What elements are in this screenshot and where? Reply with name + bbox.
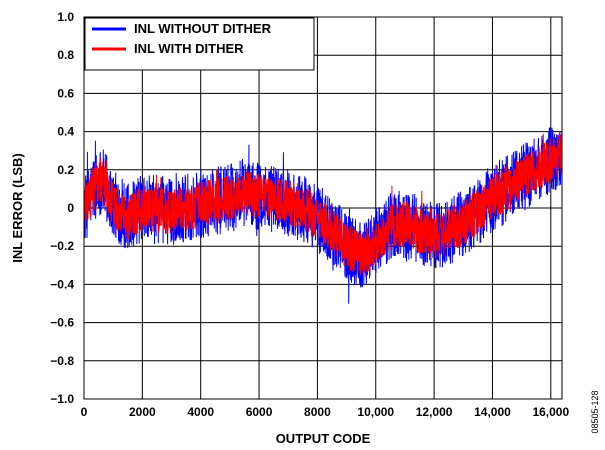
y-tick-label: 0.8 xyxy=(57,48,74,62)
x-tick-label: 12,000 xyxy=(416,405,453,419)
x-tick-label: 16,000 xyxy=(532,405,569,419)
x-axis-ticks: 0 2000 4000 6000 8000 10,000 12,000 14,000 16,00… xyxy=(81,405,570,419)
x-tick-label: 6000 xyxy=(246,405,273,419)
x-tick-label: 14,000 xyxy=(474,405,511,419)
plot-frame xyxy=(83,16,563,400)
series-line-with-dither xyxy=(83,131,563,277)
y-axis-title: INL ERROR (LSB) xyxy=(10,153,25,263)
y-tick-label: −0.8 xyxy=(50,354,74,368)
series-layer xyxy=(83,127,563,304)
legend-label-without-dither: INL WITHOUT DITHER xyxy=(134,21,272,36)
legend-label-with-dither: INL WITH DITHER xyxy=(134,41,244,56)
x-tick-label: 4000 xyxy=(187,405,214,419)
y-tick-label: 0.4 xyxy=(57,125,74,139)
y-tick-label: −0.6 xyxy=(50,316,74,330)
legend-box xyxy=(84,17,315,71)
y-tick-label: −0.4 xyxy=(50,277,74,291)
y-tick-label: −0.2 xyxy=(50,239,74,253)
figure-id: 08505-128 xyxy=(590,390,600,433)
x-tick-label: 8000 xyxy=(304,405,331,419)
legend: INL WITHOUT DITHER INL WITH DITHER xyxy=(84,17,315,71)
y-tick-label: 0.2 xyxy=(57,163,74,177)
x-tick-label: 0 xyxy=(81,405,88,419)
y-tick-label: 0 xyxy=(67,201,74,215)
y-axis-ticks: −1.0 −0.8 −0.6 −0.4 −0.2 0 0.2 0.4 0.6 0.8 1.0 xyxy=(50,10,74,406)
x-tick-label: 2000 xyxy=(129,405,156,419)
y-tick-label: 0.6 xyxy=(57,86,74,100)
y-tick-label: −1.0 xyxy=(50,392,74,406)
x-tick-label: 10,000 xyxy=(357,405,394,419)
x-axis-title: OUTPUT CODE xyxy=(276,431,371,446)
plot-area xyxy=(83,127,563,304)
y-tick-label: 1.0 xyxy=(57,10,74,24)
